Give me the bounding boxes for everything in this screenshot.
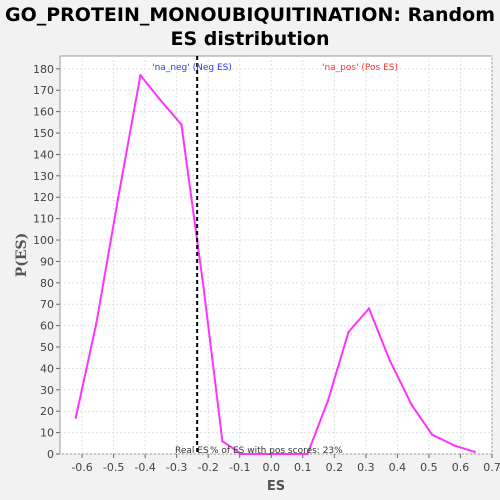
y-tick-label: 150	[33, 127, 54, 140]
neg-es-label: 'na_neg' (Neg ES)	[152, 63, 232, 73]
real-es-label: Real ES	[175, 446, 209, 456]
y-tick-label: 100	[33, 234, 54, 247]
chart-title-line-1: GO_PROTEIN_MONOUBIQUITINATION: Random	[5, 4, 495, 26]
x-tick-label: 0.3	[357, 461, 375, 474]
x-tick-label: -0.1	[229, 461, 250, 474]
x-tick-label: 0.7	[483, 461, 500, 474]
y-tick-label: 20	[40, 405, 54, 418]
chart-title-line-2: ES distribution	[170, 28, 330, 50]
x-tick-label: 0.1	[294, 461, 312, 474]
x-tick-label: 0.0	[263, 461, 281, 474]
x-tick-label: 0.2	[326, 461, 344, 474]
y-tick-label: 160	[33, 106, 54, 119]
x-axis-label: ES	[267, 479, 285, 494]
data-point	[158, 97, 161, 100]
y-tick-label: 50	[40, 341, 54, 354]
data-point	[326, 399, 330, 402]
grid-lines	[60, 56, 493, 455]
data-point	[240, 452, 243, 456]
data-point	[473, 450, 476, 454]
data-point	[95, 322, 98, 325]
x-tick-label: -0.5	[103, 461, 124, 474]
y-tick-label: 40	[40, 362, 54, 375]
data-point	[430, 433, 434, 436]
x-axis-ticks: -0.6 -0.5 -0.4 -0.3 -0.2 -0.1 0.0 0.1 0.2 0.3 0.4 0…	[71, 454, 500, 474]
data-point	[410, 403, 413, 406]
data-point	[452, 444, 456, 447]
pos-es-label: 'na_pos' (Pos ES)	[322, 63, 398, 73]
x-tick-label: 0.5	[420, 461, 438, 474]
x-tick-label: 0.4	[389, 461, 407, 474]
data-point	[180, 123, 183, 126]
series-line	[74, 74, 476, 455]
y-tick-label: 70	[40, 298, 54, 311]
y-axis-label: P(ES)	[14, 233, 30, 278]
data-point	[347, 330, 350, 334]
series-group	[74, 74, 476, 456]
x-tick-label: 0.6	[452, 461, 470, 474]
data-point	[367, 307, 371, 310]
y-tick-label: 0	[47, 448, 54, 461]
y-tick-label: 60	[40, 320, 54, 333]
y-tick-label: 130	[33, 170, 54, 183]
data-point	[388, 358, 391, 362]
y-tick-label: 120	[33, 191, 54, 204]
y-tick-label: 140	[33, 148, 54, 161]
y-axis-ticks: 0 10 20 30 40 50 60 70 80 90 100 110 120 130 140 150 160…	[33, 63, 60, 461]
y-tick-label: 30	[40, 384, 54, 397]
y-tick-label: 110	[33, 213, 54, 226]
data-point	[306, 452, 309, 456]
y-tick-label: 90	[40, 255, 54, 268]
data-point	[74, 416, 77, 419]
y-tick-label: 180	[33, 63, 54, 76]
y-tick-label: 80	[40, 277, 54, 290]
data-point	[259, 452, 262, 456]
y-tick-label: 10	[40, 427, 54, 440]
data-point	[202, 285, 205, 289]
data-point	[279, 452, 282, 456]
data-point	[117, 196, 120, 199]
data-point	[221, 439, 224, 443]
data-point	[139, 74, 142, 77]
x-tick-label: -0.2	[197, 461, 218, 474]
pos-scores-label: % of ES with pos scores: 23%	[210, 446, 343, 456]
x-tick-label: -0.6	[71, 461, 92, 474]
plot-area	[59, 55, 493, 455]
x-tick-label: -0.3	[166, 461, 187, 474]
x-tick-label: -0.4	[134, 461, 155, 474]
y-tick-label: 170	[33, 84, 54, 97]
